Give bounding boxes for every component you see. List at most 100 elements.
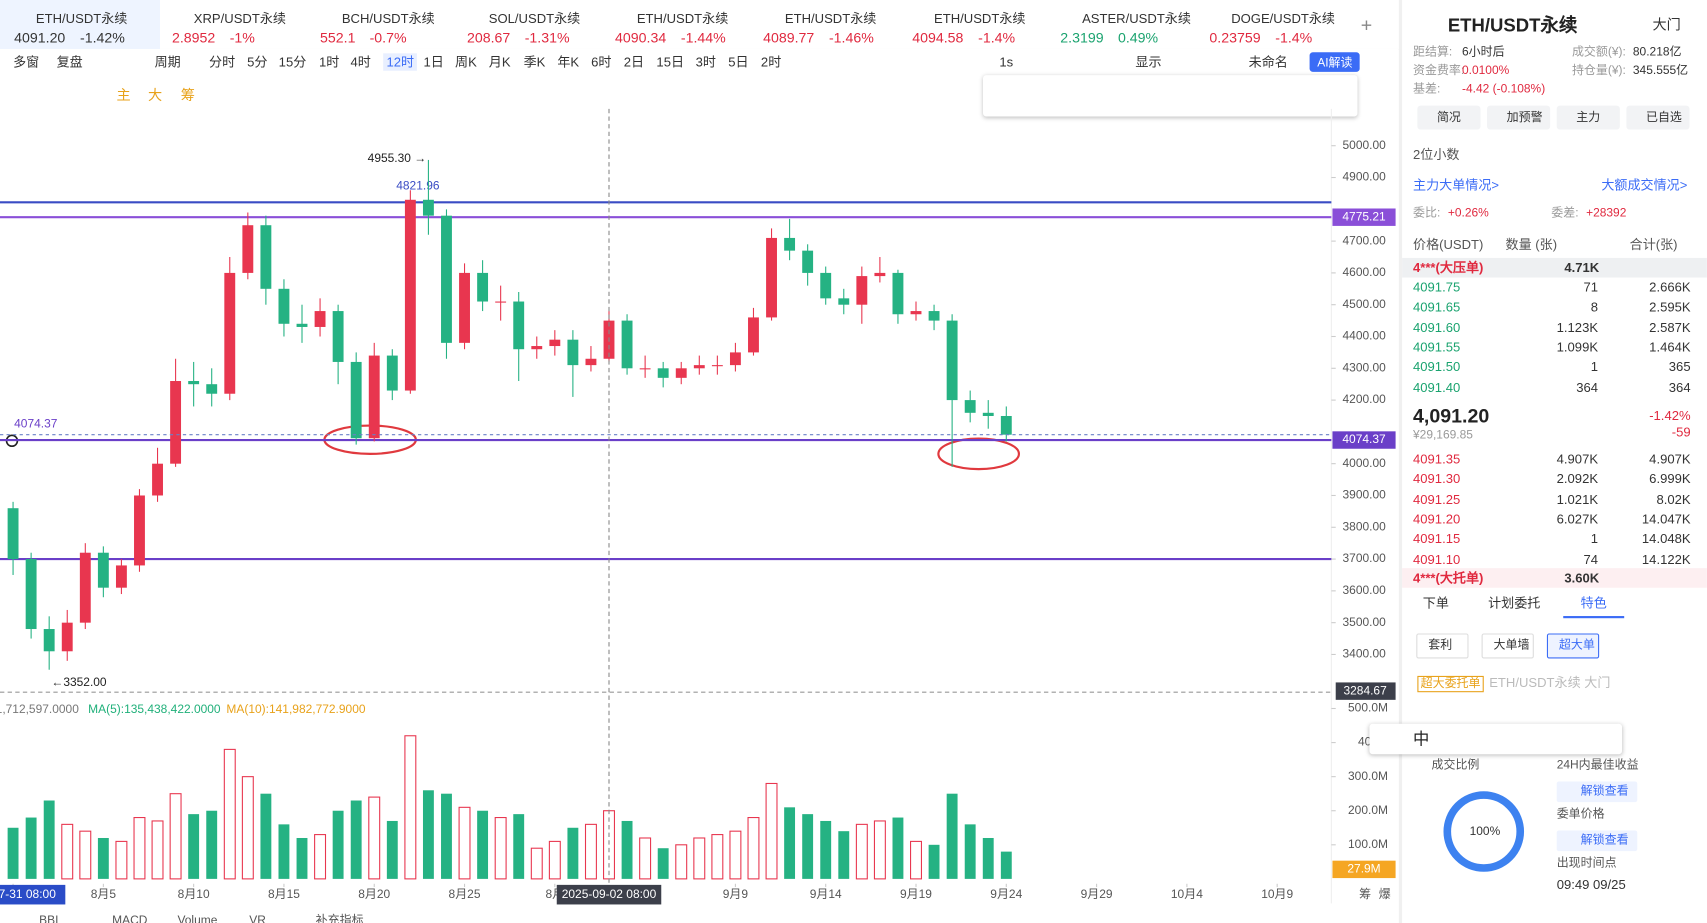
- book-price[interactable]: 4091.50: [1413, 359, 1461, 375]
- drawing-tool[interactable]: 筹: [180, 87, 195, 104]
- panel-button-bg[interactable]: [1487, 105, 1551, 130]
- period-button[interactable]: 12时: [383, 53, 418, 71]
- info[interactable]: 解锁查看: [1580, 784, 1629, 798]
- period-button[interactable]: 15分: [278, 54, 307, 70]
- tab-change[interactable]: -1.31%: [524, 29, 570, 46]
- toolbar-item[interactable]: 未命名: [1248, 54, 1288, 70]
- period-button[interactable]: 6时: [591, 54, 612, 70]
- tab-change[interactable]: 0.49%: [1117, 29, 1159, 46]
- candle-body: [115, 565, 127, 588]
- drawing-tool[interactable]: 主: [116, 87, 131, 104]
- tab-add[interactable]: +: [1360, 14, 1373, 36]
- order-tab[interactable]: 计划委托: [1488, 595, 1541, 611]
- order-tab[interactable]: 特色: [1580, 595, 1607, 611]
- sub-tab-bg[interactable]: [1481, 633, 1534, 659]
- panel-button[interactable]: 主力: [1576, 111, 1601, 125]
- volume-legend: MA(10):141,982,772.9000: [226, 702, 365, 716]
- toolbar-item[interactable]: AI解读: [1317, 56, 1353, 70]
- period-button[interactable]: 1时: [318, 54, 340, 70]
- y-tick-label: 4300.00: [1343, 360, 1387, 374]
- panel-button-bg[interactable]: [1556, 105, 1620, 130]
- period-button[interactable]: 周K: [455, 54, 477, 70]
- period-button[interactable]: 多窗: [13, 54, 40, 70]
- book-price[interactable]: 4091.35: [1413, 451, 1461, 467]
- candle-body: [134, 495, 145, 566]
- tab-name[interactable]: ASTER/USDT永续: [1082, 10, 1191, 27]
- panel-button-bg[interactable]: [1417, 105, 1481, 130]
- tab-change[interactable]: -1.4%: [1275, 29, 1313, 46]
- book-price[interactable]: 4091.65: [1413, 299, 1461, 315]
- panel-gate[interactable]: 大门: [1652, 16, 1681, 33]
- tab-price[interactable]: 2.3199: [1060, 29, 1104, 46]
- info[interactable]: 解锁查看: [1580, 833, 1629, 847]
- sub-tab[interactable]: 套利: [1428, 638, 1453, 652]
- book-price[interactable]: 4091.30: [1413, 471, 1461, 487]
- book-price[interactable]: 4091.55: [1413, 339, 1461, 355]
- tab-name[interactable]: DOGE/USDT永续: [1231, 10, 1335, 27]
- tab-price[interactable]: 2.8952: [171, 29, 216, 46]
- tab-name[interactable]: SOL/USDT永续: [488, 10, 581, 27]
- book-price[interactable]: 4091.60: [1413, 319, 1461, 335]
- tab-price[interactable]: 552.1: [320, 29, 356, 46]
- tab-name[interactable]: ETH/USDT永续: [636, 10, 729, 27]
- panel-button-bg[interactable]: [1626, 105, 1690, 130]
- period-button[interactable]: 复盘: [56, 54, 83, 70]
- period-button[interactable]: 周期: [154, 54, 181, 70]
- period-button[interactable]: 15日: [656, 54, 685, 70]
- tab-name[interactable]: XRP/USDT永续: [193, 10, 286, 27]
- tab-change[interactable]: -1.46%: [828, 29, 874, 46]
- book-price[interactable]: 4091.15: [1413, 531, 1461, 547]
- toolbar-item[interactable]: 显示: [1135, 54, 1162, 70]
- volume-bar: [873, 820, 886, 880]
- tab-price[interactable]: 4090.34: [615, 29, 667, 46]
- period-button[interactable]: 2时: [760, 54, 782, 70]
- ime-button[interactable]: 中: [1413, 730, 1430, 749]
- tab-change[interactable]: -1.44%: [680, 29, 726, 46]
- panel-button[interactable]: 加预警: [1506, 111, 1543, 125]
- tab-price[interactable]: 4094.58: [912, 29, 964, 46]
- sub-tab[interactable]: 大单墙: [1493, 638, 1530, 652]
- tab-change[interactable]: -1.42%: [80, 29, 125, 46]
- tab-price[interactable]: 4089.77: [763, 29, 815, 46]
- tab-name[interactable]: ETH/USDT永续: [35, 10, 128, 27]
- unlock-bg[interactable]: [1556, 830, 1638, 852]
- tab-change[interactable]: -0.7%: [369, 29, 407, 46]
- book-price[interactable]: 4091.20: [1413, 511, 1461, 527]
- panel-button[interactable]: 已自选: [1645, 111, 1682, 125]
- period-button[interactable]: 季K: [523, 54, 546, 70]
- period-button[interactable]: 2日: [623, 54, 645, 70]
- volume-bar: [693, 837, 706, 880]
- sub-tab-bg[interactable]: [1546, 633, 1600, 659]
- sub-tab-bg[interactable]: [1416, 633, 1469, 659]
- period-button[interactable]: 月K: [488, 54, 511, 70]
- tab-change[interactable]: -1.4%: [978, 29, 1016, 46]
- decimals[interactable]: 2位小数: [1413, 146, 1460, 163]
- unlock-bg[interactable]: [1556, 781, 1638, 803]
- period-button[interactable]: 1日: [423, 54, 444, 70]
- order-tab[interactable]: 下单: [1422, 595, 1449, 611]
- panel-link[interactable]: 大额成交情况>: [1601, 177, 1688, 193]
- tab-name[interactable]: ETH/USDT永续: [934, 10, 1026, 27]
- tab-price[interactable]: 208.67: [467, 29, 511, 46]
- panel-button[interactable]: 简况: [1436, 111, 1461, 125]
- period-button[interactable]: 5分: [247, 54, 268, 70]
- book-price[interactable]: 4091.25: [1413, 491, 1461, 507]
- book-price[interactable]: 4091.75: [1413, 279, 1461, 295]
- period-button[interactable]: 5日: [728, 54, 749, 70]
- period-button[interactable]: 3时: [695, 54, 716, 70]
- tab-change[interactable]: -1%: [229, 29, 255, 46]
- period-button[interactable]: 分时: [209, 54, 236, 70]
- panel-link[interactable]: 主力大单情况>: [1413, 177, 1500, 193]
- tab-price[interactable]: 0.23759: [1209, 29, 1261, 46]
- tab-name[interactable]: ETH/USDT永续: [784, 10, 877, 27]
- book-price[interactable]: 4091.40: [1413, 379, 1461, 395]
- book-price[interactable]: 4091.10: [1413, 551, 1461, 567]
- tab-name[interactable]: BCH/USDT永续: [341, 10, 435, 27]
- drawing-tool[interactable]: 大: [148, 87, 163, 104]
- period-button[interactable]: 年K: [557, 54, 580, 70]
- sub-tab[interactable]: 超大单: [1558, 638, 1595, 652]
- toolbar-item[interactable]: 1s: [999, 54, 1014, 70]
- ai-button[interactable]: [1309, 52, 1360, 72]
- tab-price[interactable]: 4091.20: [14, 29, 66, 46]
- period-button[interactable]: 4时: [350, 54, 371, 70]
